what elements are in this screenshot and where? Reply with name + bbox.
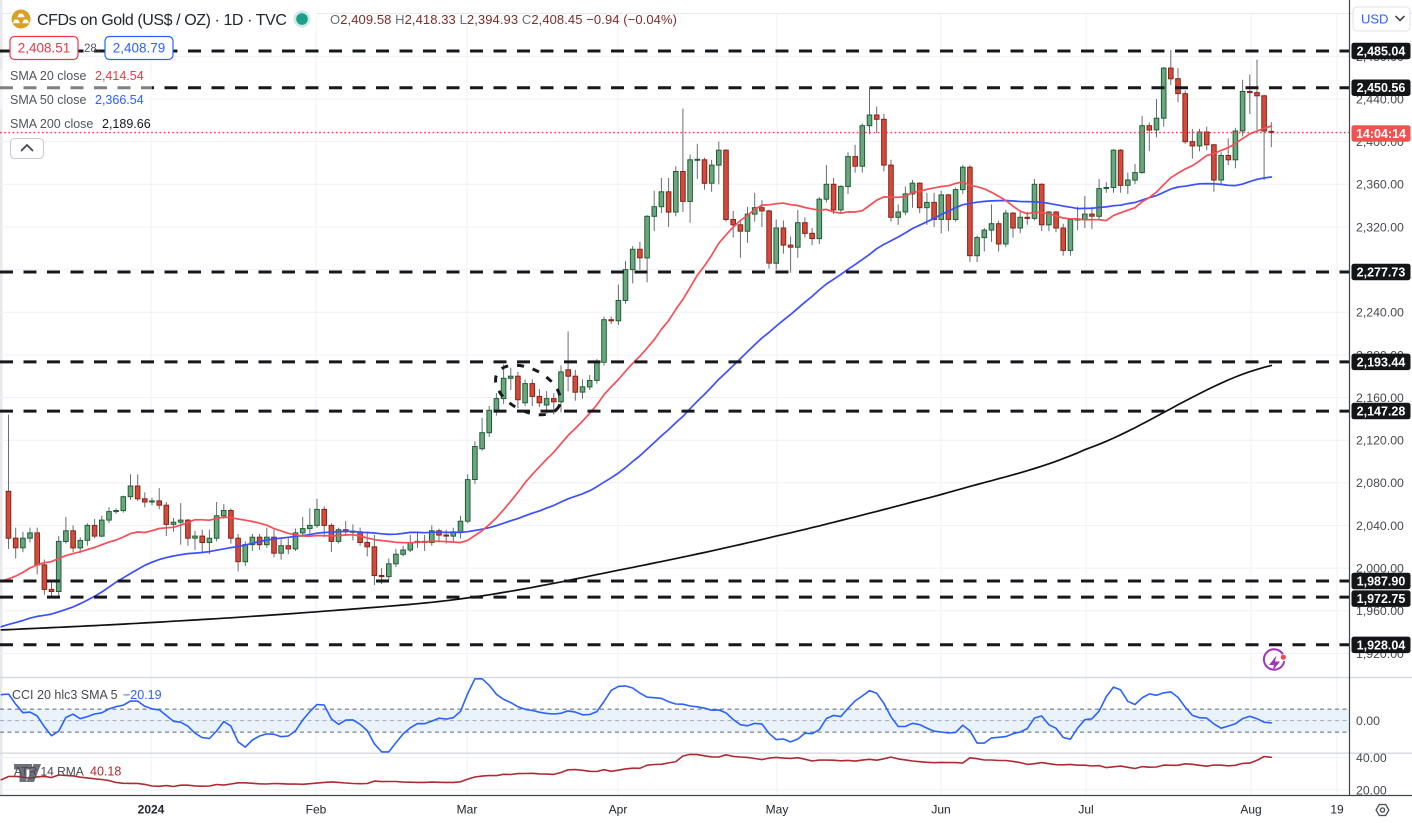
- svg-text:Jun: Jun: [931, 803, 950, 817]
- svg-text:May: May: [766, 803, 789, 817]
- svg-text:2,189.66: 2,189.66: [102, 117, 151, 131]
- svg-text:2,408.79: 2,408.79: [113, 41, 166, 56]
- svg-text:Apr: Apr: [609, 803, 628, 817]
- svg-text:1,960.00: 1,960.00: [1356, 604, 1404, 618]
- svg-text:2,320.00: 2,320.00: [1356, 220, 1404, 234]
- svg-text:1,987.90: 1,987.90: [1357, 575, 1406, 589]
- svg-text:2,414.54: 2,414.54: [95, 69, 144, 83]
- svg-text:CCI 20 hlc3 SMA 5: CCI 20 hlc3 SMA 5: [12, 688, 118, 702]
- svg-text:2,485.04: 2,485.04: [1357, 45, 1406, 59]
- svg-text:2,000.00: 2,000.00: [1356, 562, 1404, 576]
- svg-text:20.00: 20.00: [1356, 783, 1387, 797]
- svg-text:2,408.51: 2,408.51: [18, 41, 71, 56]
- svg-text:2,240.00: 2,240.00: [1356, 306, 1404, 320]
- svg-text:1,928.04: 1,928.04: [1357, 638, 1406, 652]
- svg-text:2,160.00: 2,160.00: [1356, 391, 1404, 405]
- svg-text:Aug: Aug: [1240, 803, 1261, 817]
- svg-text:40.00: 40.00: [1356, 751, 1387, 765]
- svg-text:SMA 50 close: SMA 50 close: [10, 93, 86, 107]
- svg-text:2024: 2024: [138, 803, 165, 817]
- svg-text:2,080.00: 2,080.00: [1356, 476, 1404, 490]
- svg-text:0.00: 0.00: [1356, 714, 1380, 728]
- svg-text:19: 19: [1330, 803, 1344, 817]
- svg-text:2,277.73: 2,277.73: [1357, 266, 1406, 280]
- svg-text:ATR 14 RMA: ATR 14 RMA: [14, 765, 84, 779]
- svg-text:Feb: Feb: [306, 803, 327, 817]
- svg-text:SMA 20 close: SMA 20 close: [10, 69, 86, 83]
- svg-text:SMA 200 close: SMA 200 close: [10, 117, 93, 131]
- svg-text:14:04:14: 14:04:14: [1356, 127, 1406, 141]
- svg-text:2,120.00: 2,120.00: [1356, 434, 1404, 448]
- svg-text:O2,409.58 H2,418.33 L2,394.93: O2,409.58 H2,418.33 L2,394.93 C2,408.45 …: [330, 12, 677, 27]
- svg-text:28.: 28.: [84, 43, 100, 55]
- svg-text:40.18: 40.18: [90, 765, 121, 779]
- svg-text:2,147.28: 2,147.28: [1357, 405, 1406, 419]
- svg-text:−20.19: −20.19: [123, 688, 162, 702]
- svg-text:2,360.00: 2,360.00: [1356, 178, 1404, 192]
- svg-text:2,366.54: 2,366.54: [95, 93, 144, 107]
- svg-text:Jul: Jul: [1078, 803, 1093, 817]
- svg-text:2,450.56: 2,450.56: [1357, 81, 1406, 95]
- svg-text:CFDs on Gold (US$ / OZ) · 1D ·: CFDs on Gold (US$ / OZ) · 1D · TVC: [37, 12, 286, 29]
- svg-text:1,972.75: 1,972.75: [1357, 592, 1406, 606]
- svg-text:2,193.44: 2,193.44: [1357, 355, 1406, 369]
- svg-text:USD: USD: [1361, 12, 1388, 27]
- svg-text:Mar: Mar: [457, 803, 478, 817]
- svg-text:2,040.00: 2,040.00: [1356, 519, 1404, 533]
